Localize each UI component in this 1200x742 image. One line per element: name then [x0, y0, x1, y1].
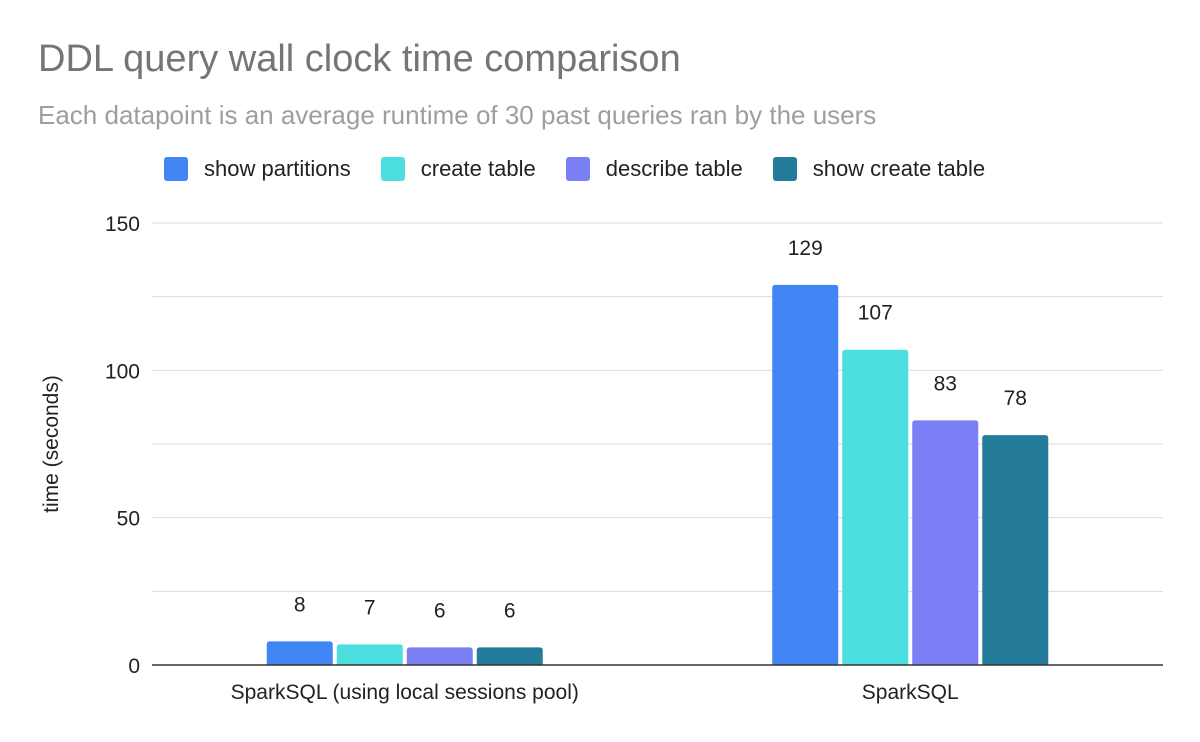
data-label: 83 [934, 372, 957, 395]
y-axis-label: time (seconds) [40, 375, 63, 513]
bar [912, 420, 979, 665]
bar [772, 284, 839, 665]
y-tick-label: 150 [105, 213, 140, 236]
bar [842, 349, 909, 665]
legend-swatch [565, 157, 590, 181]
legend-item-describe-table: describe table [565, 156, 743, 182]
data-label: 8 [294, 593, 306, 616]
bar [266, 641, 333, 665]
data-label: 6 [434, 599, 446, 622]
legend-item-show-create-table: show create table [772, 156, 986, 182]
legend-label: show create table [812, 156, 986, 181]
bar [336, 644, 403, 665]
legend-swatch [164, 157, 188, 181]
legend-item-show-partitions: show partitions [164, 156, 351, 182]
bar [982, 435, 1049, 665]
data-label: 129 [788, 237, 823, 260]
x-category-label: SparkSQL [862, 681, 959, 704]
y-tick-label: 100 [105, 360, 140, 383]
legend-label: show partitions [204, 156, 351, 181]
legend: show partitions create table describe ta… [164, 156, 1015, 182]
data-label: 107 [858, 302, 893, 325]
chart-subtitle: Each datapoint is an average runtime of … [38, 100, 877, 130]
data-label: 7 [364, 596, 376, 619]
legend-item-create-table: create table [380, 156, 536, 182]
legend-swatch [772, 157, 797, 181]
legend-label: create table [420, 156, 536, 181]
data-label: 6 [504, 599, 516, 622]
x-category-label: SparkSQL (using local sessions pool) [231, 681, 579, 704]
chart-title: DDL query wall clock time comparison [38, 38, 681, 80]
bar [476, 647, 543, 665]
legend-label: describe table [605, 156, 743, 181]
bar [406, 647, 473, 665]
y-tick-label: 50 [117, 508, 140, 531]
legend-swatch [380, 157, 405, 181]
data-label: 78 [1004, 387, 1027, 410]
y-tick-label: 0 [128, 655, 140, 678]
